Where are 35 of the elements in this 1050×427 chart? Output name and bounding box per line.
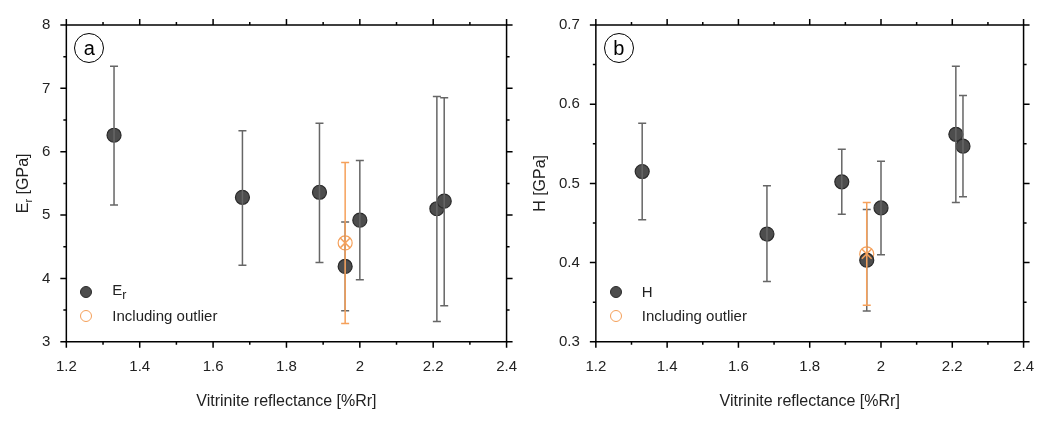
x-tick-label: 2.4 [1013, 356, 1034, 374]
x-tick-label: 1.8 [276, 356, 297, 374]
y-tick-label: 0.5 [558, 173, 580, 191]
x-axis-title: Vitrinite reflectance [%Rr] [719, 391, 900, 409]
x-axis-title: Vitrinite reflectance [%Rr] [196, 391, 377, 409]
y-tick-label: 0.7 [558, 15, 580, 33]
y-tick-label: 0.6 [558, 94, 580, 112]
annotation: b [603, 33, 634, 63]
x-tick-label: 1.2 [585, 356, 607, 374]
x-tick-label: 1.4 [656, 356, 678, 374]
y-axis-title: H [GPa] [531, 154, 549, 212]
legend-label: Including outlier [641, 307, 747, 325]
y-tick-label: 0.3 [558, 331, 580, 349]
x-tick-label: 2 [355, 356, 364, 374]
x-tick-label: 1.6 [202, 356, 224, 374]
y-tick-label: 0.4 [558, 252, 580, 270]
y-tick-label: 3 [42, 331, 51, 349]
legend-label: Including outlier [112, 307, 218, 325]
x-tick-label: 2.2 [422, 356, 444, 374]
x-tick-label: 1.8 [799, 356, 821, 374]
y-tick-label: 6 [42, 141, 51, 159]
x-tick-label: 2 [876, 356, 886, 374]
x-tick-label: 1.2 [55, 356, 77, 374]
y-axis-title: Er [GPa] [14, 153, 34, 214]
x-tick-label: 1.4 [129, 356, 151, 374]
y-tick-label: 4 [42, 268, 51, 286]
y-tick-label: 5 [42, 205, 51, 223]
y-tick-label: 8 [42, 15, 51, 33]
legend-label: E$_{r}$ [112, 281, 127, 303]
y-tick-label: 7 [42, 78, 51, 96]
x-tick-label: 2.4 [496, 356, 517, 374]
legend-label: H [641, 283, 653, 301]
x-tick-label: 2.2 [941, 356, 963, 374]
annotation: a [74, 33, 105, 63]
x-tick-label: 1.6 [728, 356, 749, 374]
